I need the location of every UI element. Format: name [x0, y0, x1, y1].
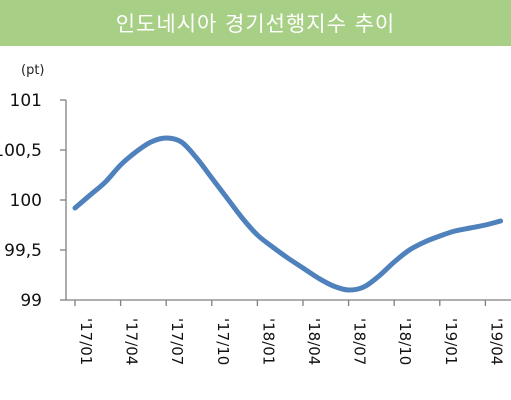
chart-title: 인도네시아 경기선행지수 추이	[115, 12, 396, 36]
chart-axes	[65, 100, 511, 301]
y-tick-label: 99	[20, 291, 42, 311]
y-tick-label: 100	[10, 191, 42, 211]
x-tick-label: '18/07	[351, 318, 369, 365]
series-line	[72, 135, 504, 293]
y-axis-ticks: 99 99,5 100 100,5 101	[0, 91, 66, 311]
chart-title-bar: 인도네시아 경기선행지수 추이	[0, 0, 511, 46]
chart-series	[72, 135, 504, 293]
x-tick-label: '17/01	[77, 318, 95, 365]
x-tick-label: '18/04	[305, 318, 323, 365]
x-axis-ticks: '17/01 '17/04 '17/07 '17/10 '18/01 '18/04 '18/…	[74, 300, 505, 365]
x-tick-label: '19/01	[442, 318, 460, 365]
x-tick-label: '17/04	[123, 318, 141, 365]
y-axis-unit: (pt)	[21, 63, 45, 78]
x-tick-label: '17/07	[168, 318, 186, 365]
x-tick-label: '18/10	[396, 318, 414, 365]
y-tick-label: 101	[10, 91, 42, 111]
y-tick-label: 99,5	[4, 241, 42, 261]
x-tick-label: '17/10	[214, 318, 232, 365]
x-tick-label: '18/01	[259, 318, 277, 365]
x-tick-label: '19/04	[487, 318, 505, 365]
y-tick-label: 100,5	[0, 141, 42, 161]
